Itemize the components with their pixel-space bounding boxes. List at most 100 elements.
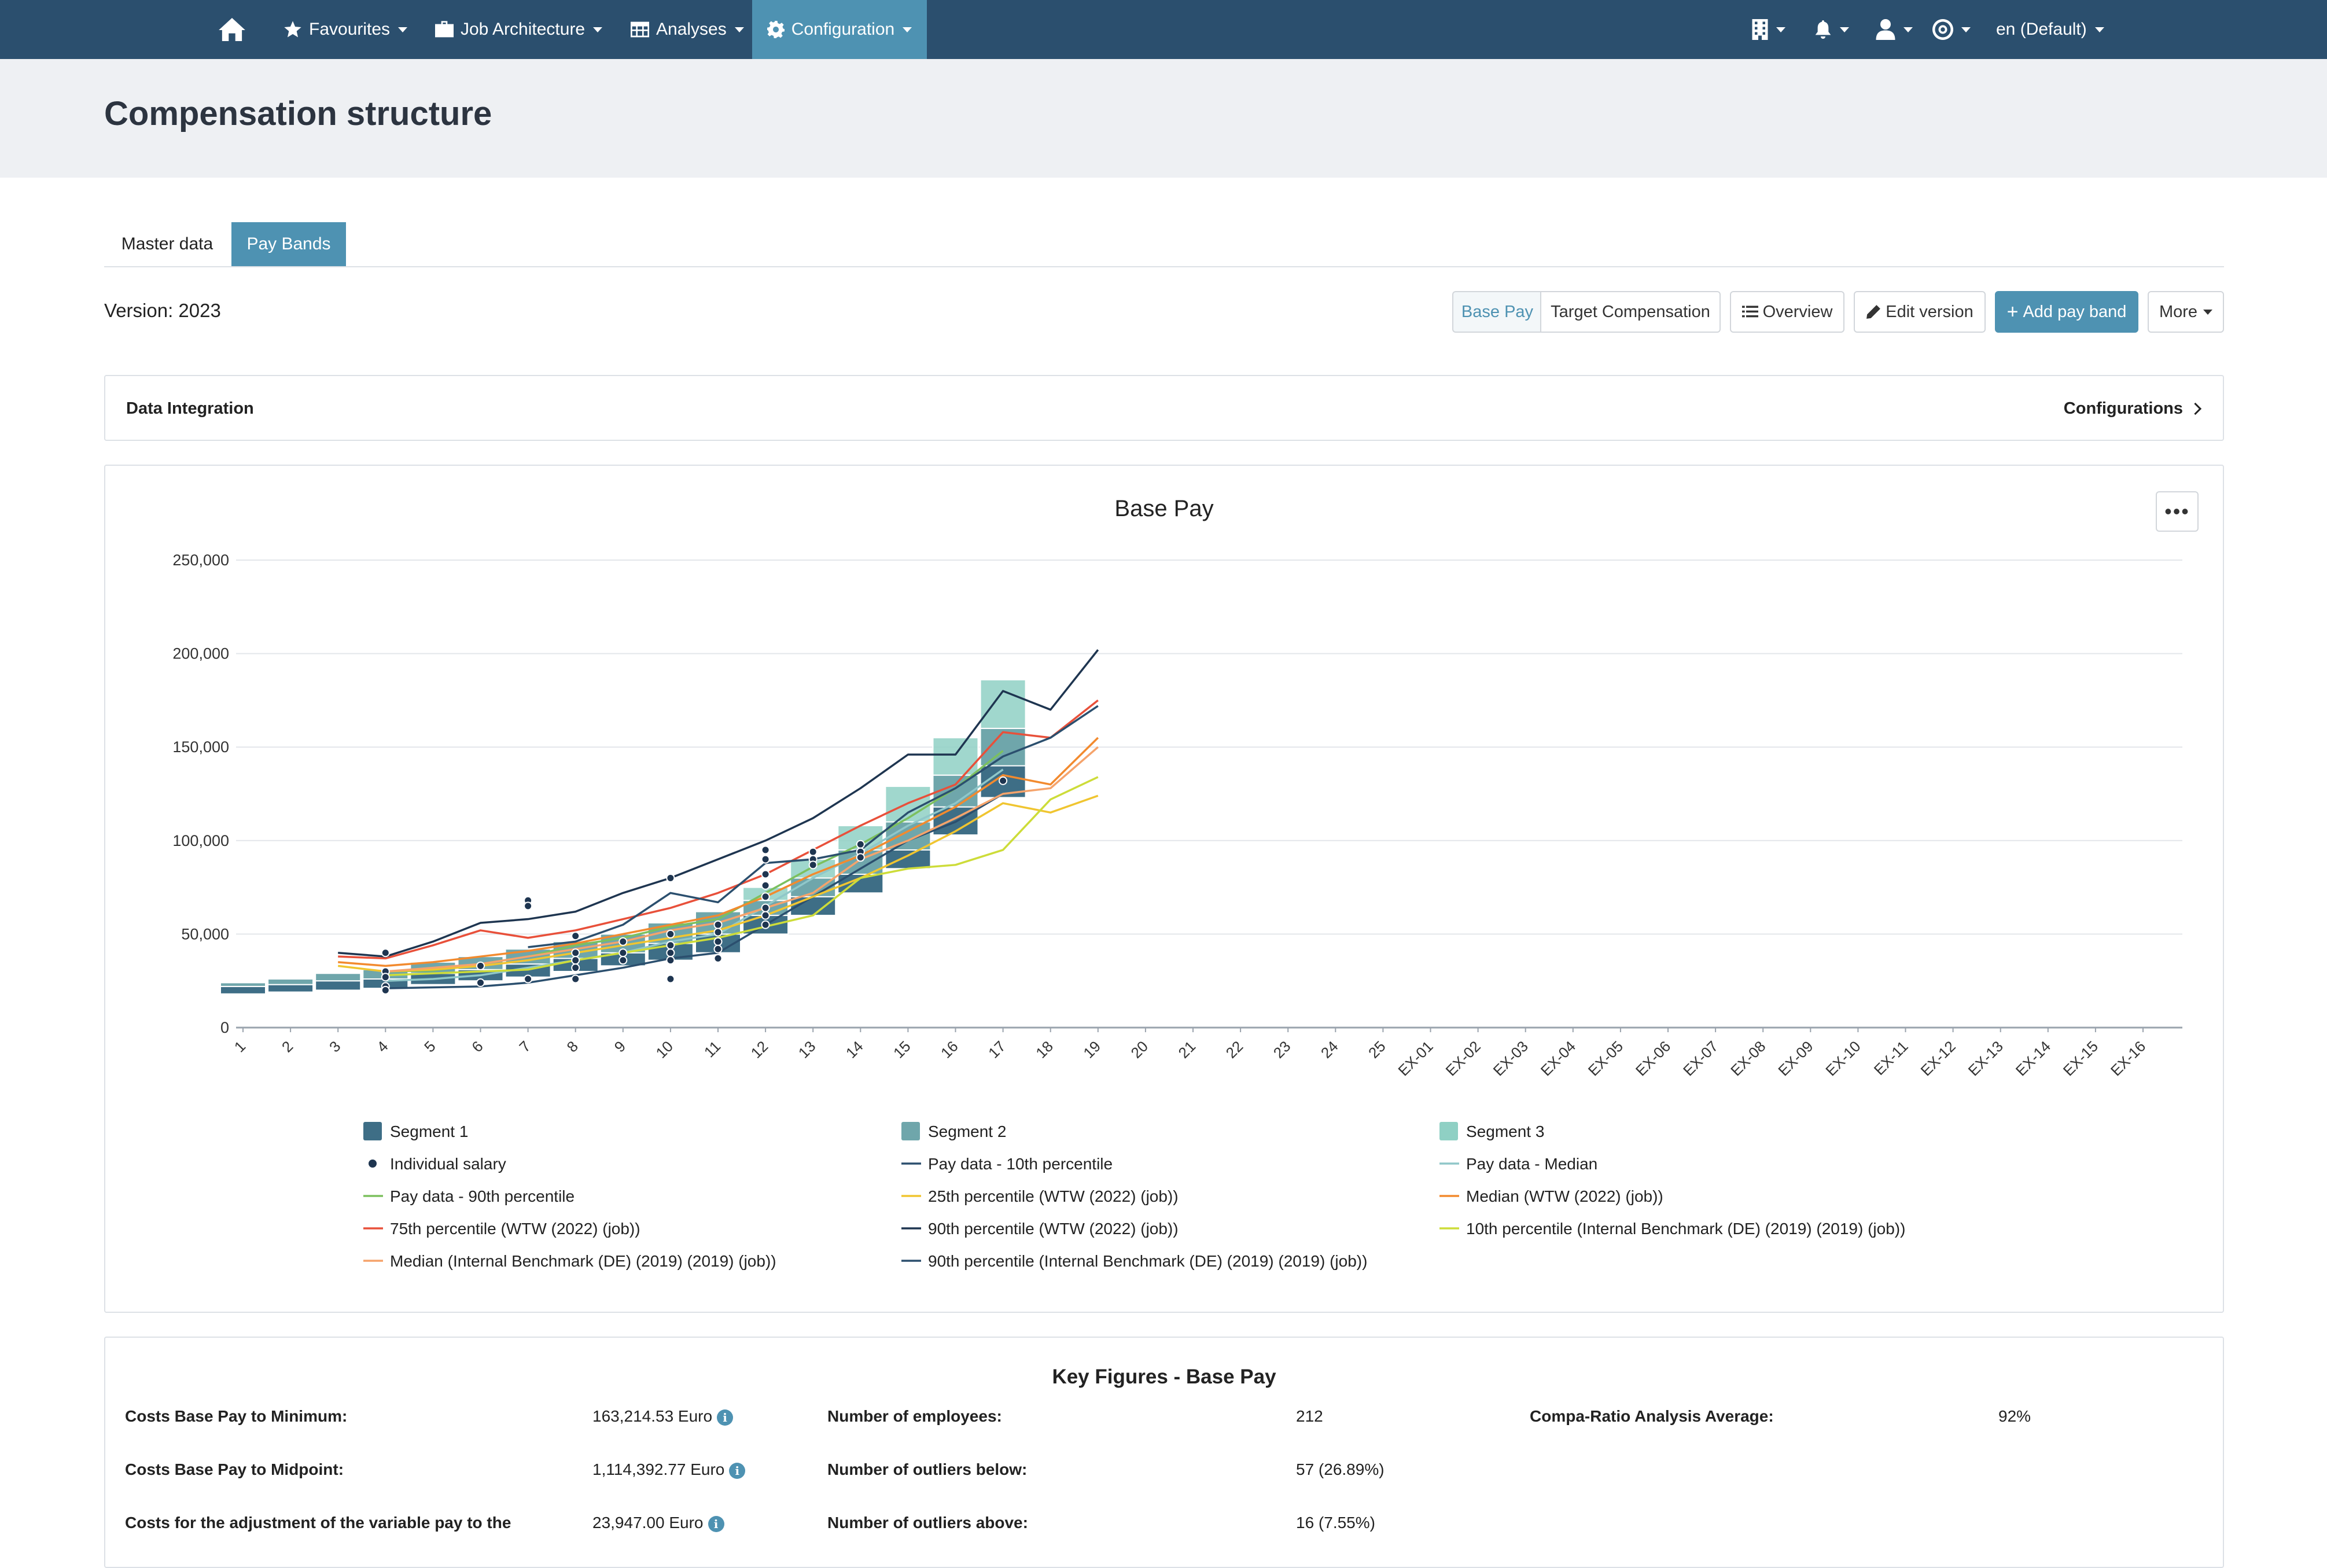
x-tick-label: 8 — [563, 1037, 581, 1055]
kf-value-cost-min: 163,214.53 Euro i — [592, 1407, 734, 1426]
x-tick-label: EX-05 — [1585, 1037, 1626, 1079]
x-tick-label: 20 — [1127, 1037, 1151, 1062]
x-tick-label: 19 — [1080, 1037, 1104, 1062]
individual-salary-point — [476, 978, 485, 987]
individual-salary-point — [666, 929, 675, 938]
individual-salary-point — [524, 901, 533, 911]
nav-help-menu[interactable] — [1932, 0, 1971, 59]
list-icon — [1741, 305, 1758, 318]
x-tick-label: 13 — [795, 1037, 819, 1062]
kf-label-outliers-below: Number of outliers below: — [827, 1460, 1028, 1478]
nav-favourites[interactable]: Favourites — [283, 0, 408, 59]
x-tick-label: 12 — [748, 1037, 772, 1062]
configurations-link[interactable]: Configurations — [2064, 399, 2202, 418]
kf-label-employees: Number of employees: — [827, 1407, 1002, 1425]
individual-salary-point — [761, 903, 770, 912]
kf-label-compa-ratio: Compa-Ratio Analysis Average: — [1530, 1407, 1774, 1425]
legend-swatch — [369, 1160, 377, 1168]
help-circle-icon — [1932, 19, 1953, 40]
x-tick-label: EX-02 — [1442, 1037, 1484, 1079]
info-icon[interactable]: i — [717, 1409, 734, 1426]
target-compensation-toggle[interactable]: Target Compensation — [1540, 291, 1721, 333]
x-tick-label: 23 — [1270, 1037, 1294, 1062]
individual-salary-point — [666, 873, 675, 882]
chart-menu-button[interactable]: ••• — [2156, 491, 2199, 532]
language-selector[interactable]: en (Default) — [1996, 0, 2104, 59]
x-tick-label: 22 — [1223, 1037, 1247, 1062]
star-icon — [284, 21, 301, 38]
legend-swatch — [1439, 1122, 1458, 1140]
kf-value-cost-mid-text: 1,114,392.77 Euro — [592, 1460, 725, 1478]
version-label: Version: 2023 — [104, 300, 221, 321]
x-tick-label: EX-06 — [1632, 1037, 1674, 1079]
nav-job-architecture[interactable]: Job Architecture — [435, 0, 603, 59]
x-tick-label: EX-10 — [1822, 1037, 1864, 1079]
info-icon[interactable]: i — [729, 1462, 746, 1479]
chevron-down-icon — [593, 27, 603, 32]
home-link[interactable] — [219, 0, 245, 59]
individual-salary-point — [666, 948, 675, 958]
legend-label: Median (WTW (2022) (job)) — [1466, 1187, 1663, 1205]
individual-salary-point — [666, 974, 675, 984]
pencil-icon — [1866, 305, 1881, 319]
kf-value-cost-variable: 23,947.00 Euro i — [592, 1514, 724, 1532]
legend-label: Pay data - 10th percentile — [928, 1155, 1113, 1173]
y-tick-label: 250,000 — [172, 551, 229, 569]
band-segment-2 — [267, 978, 314, 985]
chevron-down-icon — [2094, 27, 2104, 32]
nav-organization-menu[interactable] — [1752, 0, 1785, 59]
series-line — [338, 737, 1099, 967]
kf-value-outliers-above: 16 (7.55%) — [1296, 1514, 1375, 1532]
x-tick-label: EX-15 — [2060, 1037, 2101, 1079]
nav-notifications[interactable] — [1814, 0, 1849, 59]
individual-salary-point — [856, 853, 865, 862]
more-dropdown[interactable]: More — [2148, 291, 2224, 333]
x-tick-label: EX-07 — [1680, 1037, 1721, 1079]
individual-salary-point — [713, 937, 723, 946]
individual-salary-point — [618, 956, 628, 965]
x-tick-label: 15 — [890, 1037, 914, 1062]
more-label: More — [2159, 302, 2198, 321]
x-tick-label: EX-11 — [1871, 1037, 1912, 1079]
nav-configuration[interactable]: Configuration — [752, 0, 927, 59]
base-pay-toggle[interactable]: Base Pay — [1452, 291, 1541, 333]
edit-version-button[interactable]: Edit version — [1854, 291, 1986, 333]
individual-salary-point — [666, 941, 675, 950]
x-tick-label: 4 — [373, 1037, 391, 1055]
gear-icon — [767, 21, 785, 38]
overview-button[interactable]: Overview — [1730, 291, 1844, 333]
y-tick-label: 200,000 — [172, 645, 229, 662]
briefcase-icon — [435, 21, 454, 38]
base-pay-chart-card: Base Pay ••• 250,000 200,000 150,000 100,00… — [104, 465, 2224, 1313]
individual-salary-point — [761, 920, 770, 929]
y-tick-label: 150,000 — [172, 738, 229, 756]
info-icon[interactable]: i — [708, 1515, 724, 1532]
individual-salary-point — [618, 937, 628, 946]
x-tick-label: 1 — [231, 1037, 249, 1055]
legend-label: Pay data - 90th percentile — [390, 1187, 575, 1205]
x-tick-label: 3 — [326, 1037, 344, 1055]
x-tick-label: EX-03 — [1490, 1037, 1531, 1079]
series-line — [385, 776, 1099, 977]
x-tick-label: 5 — [421, 1037, 439, 1055]
nav-user-menu[interactable] — [1876, 0, 1913, 59]
add-pay-band-button[interactable]: + Add pay band — [1995, 291, 2138, 333]
individual-salary-point — [381, 973, 390, 982]
x-tick-label: EX-01 — [1394, 1037, 1436, 1079]
individual-salary-point — [808, 860, 818, 870]
legend-swatch — [363, 1122, 382, 1140]
data-integration-card[interactable]: Data Integration Configurations — [104, 375, 2224, 441]
tab-pay-bands[interactable]: Pay Bands — [231, 222, 346, 266]
individual-salary-point — [761, 870, 770, 879]
individual-salary-point — [381, 948, 390, 958]
individual-salary-point — [476, 961, 485, 970]
tab-master-data[interactable]: Master data — [121, 234, 213, 253]
individual-salary-point — [761, 892, 770, 901]
individual-salary-point — [713, 944, 723, 954]
individual-salary-point — [713, 920, 723, 929]
individual-salary-point — [381, 985, 390, 995]
top-navbar: Favourites Job Architecture Analyses Con… — [0, 0, 2327, 59]
nav-analyses[interactable]: Analyses — [631, 0, 744, 59]
kf-value-compa-ratio: 92% — [1998, 1407, 2031, 1425]
